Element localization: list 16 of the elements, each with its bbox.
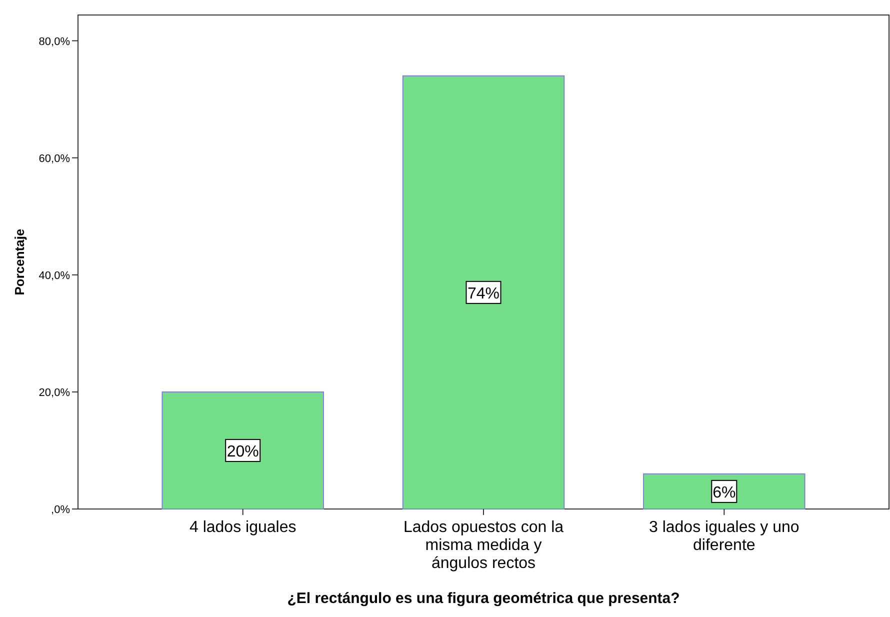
bar bbox=[643, 473, 806, 510]
y-tick-label: 60,0% bbox=[38, 152, 70, 165]
y-axis-title: Porcentaje bbox=[12, 228, 27, 296]
bar bbox=[162, 391, 324, 510]
data-label: 6% bbox=[712, 484, 736, 502]
bar bbox=[402, 75, 565, 510]
y-tick-label: ,0% bbox=[51, 504, 70, 516]
x-tick-label: Lados opuestos con la misma medida y ángulos rectos bbox=[403, 519, 564, 572]
x-tick-label: 4 lados iguales bbox=[189, 519, 296, 536]
y-tick-label: 40,0% bbox=[38, 270, 70, 282]
data-label: 74% bbox=[467, 285, 500, 302]
y-tick-label: 20,0% bbox=[38, 386, 70, 399]
y-tick-label: 80,0% bbox=[38, 36, 70, 48]
data-label: 20% bbox=[226, 443, 259, 460]
x-tick-label: 3 lados iguales y uno diferente bbox=[648, 519, 800, 554]
x-axis-title: ¿El rectángulo es una figura geométrica que presenta? bbox=[287, 590, 680, 607]
